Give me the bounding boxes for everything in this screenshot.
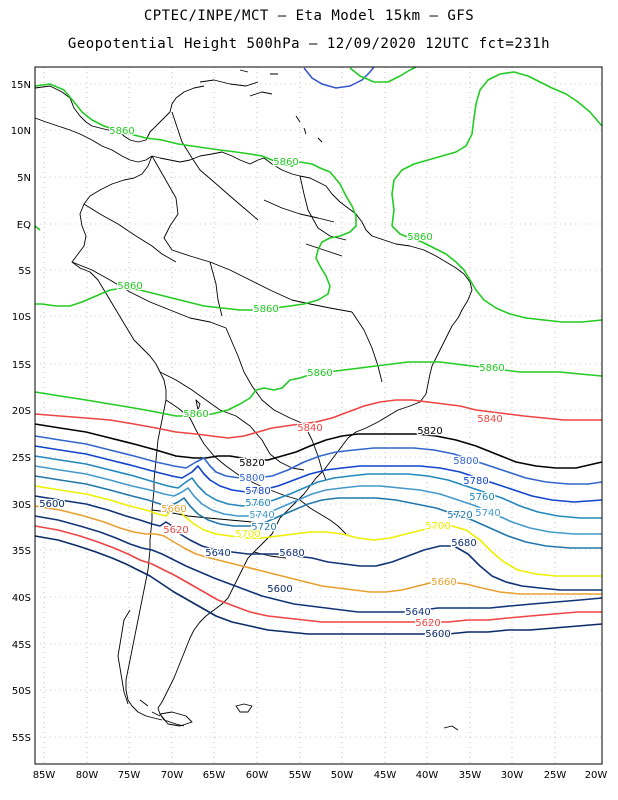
contour-5860-north-b xyxy=(34,225,41,231)
lat-label: 45S xyxy=(12,640,31,651)
contour-5600 xyxy=(34,535,603,635)
contour-label-5600: 5600 xyxy=(39,499,64,510)
contour-label-5700: 5700 xyxy=(235,529,260,540)
lon-label: 70W xyxy=(161,770,184,781)
contour-label-5800: 5800 xyxy=(239,473,264,484)
lat-label: 20S xyxy=(12,406,31,417)
contour-label-5640: 5640 xyxy=(205,548,230,559)
contour-labels: 5860 5860 5860 5860 5860 5860 5860 5860 5840 5840… xyxy=(38,125,506,642)
contour-label-5780: 5780 xyxy=(245,486,270,497)
contour-label-5840: 5840 xyxy=(477,414,502,425)
contour-5800 xyxy=(34,435,603,485)
contour-label-5860: 5860 xyxy=(479,363,504,374)
lon-label: 50W xyxy=(331,770,354,781)
lon-label: 85W xyxy=(33,770,56,781)
contour-label-5620: 5620 xyxy=(163,525,188,536)
contour-5860-north-a xyxy=(34,83,357,311)
contour-label-5620: 5620 xyxy=(415,618,440,629)
contour-label-5860: 5860 xyxy=(183,409,208,420)
contour-label-5860: 5860 xyxy=(273,157,298,168)
contour-5760 xyxy=(34,455,602,519)
contour-5840 xyxy=(34,399,602,439)
title-line-1: CPTEC/INPE/MCT – Eta Model 15km – GFS xyxy=(143,8,475,24)
contour-label-5640: 5640 xyxy=(405,607,430,618)
lon-label: 60W xyxy=(246,770,269,781)
contour-label-5860: 5860 xyxy=(109,126,134,137)
map-frame xyxy=(34,66,603,765)
contour-5660 xyxy=(34,505,602,595)
contour-label-5820: 5820 xyxy=(417,426,442,437)
contour-label-5700: 5700 xyxy=(425,521,450,532)
lon-label: 30W xyxy=(501,770,524,781)
contour-label-5740: 5740 xyxy=(249,510,274,521)
contour-label-5660: 5660 xyxy=(161,504,186,515)
contour-label-5780: 5780 xyxy=(463,476,488,487)
title-line-2: Geopotential Height 500hPa – 12/09/2020 … xyxy=(67,36,551,52)
lat-label: 55S xyxy=(12,733,31,744)
contour-label-5720: 5720 xyxy=(447,510,472,521)
contour-5780 xyxy=(34,445,603,503)
lat-label: 10N xyxy=(11,126,31,137)
lon-label: 80W xyxy=(76,770,99,781)
lon-label: 45W xyxy=(374,770,397,781)
lon-label: 35W xyxy=(459,770,482,781)
lat-label: 5N xyxy=(17,173,31,184)
contour-5680 xyxy=(34,495,602,591)
lon-label: 65W xyxy=(203,770,226,781)
contour-label-5860: 5860 xyxy=(117,281,142,292)
lon-label: 55W xyxy=(289,770,312,781)
contour-label-5600: 5600 xyxy=(425,629,450,640)
contour-5700 xyxy=(34,485,602,577)
lat-label: 25S xyxy=(12,453,31,464)
contour-label-5720: 5720 xyxy=(251,522,276,533)
contour-5620 xyxy=(34,525,602,623)
lat-label: 10S xyxy=(12,312,31,323)
contour-label-5660: 5660 xyxy=(431,577,456,588)
contours xyxy=(34,66,603,635)
contour-label-5860: 5860 xyxy=(407,232,432,243)
lat-label: 40S xyxy=(12,593,31,604)
contour-5860-south xyxy=(34,361,603,417)
lat-label: 50S xyxy=(12,686,31,697)
contour-label-5820: 5820 xyxy=(239,458,264,469)
contour-label-5740: 5740 xyxy=(475,508,500,519)
lat-label: EQ xyxy=(17,220,31,231)
contour-label-5680: 5680 xyxy=(279,548,304,559)
contour-label-5840: 5840 xyxy=(297,423,322,434)
lat-label: 5S xyxy=(18,266,31,277)
contour-label-5800: 5800 xyxy=(453,456,478,467)
lat-label: 15S xyxy=(12,360,31,371)
longitude-labels: 85W 80W 75W 70W 65W 60W 55W 50W 45W 40W 35W 30W 25W 2… xyxy=(33,770,608,781)
lon-label: 75W xyxy=(118,770,141,781)
contour-label-5600: 5600 xyxy=(267,584,292,595)
contour-5860-north-c xyxy=(391,71,603,227)
contour-label-5860: 5860 xyxy=(307,368,332,379)
lon-label: 20W xyxy=(585,770,608,781)
contour-label-5860: 5860 xyxy=(253,304,278,315)
lat-label: 35S xyxy=(12,546,31,557)
lat-label: 30S xyxy=(12,500,31,511)
lat-lon-grid xyxy=(35,67,602,764)
contour-5720 xyxy=(34,475,602,549)
contour-5860-north-e xyxy=(349,66,417,83)
lake-outline xyxy=(303,66,375,89)
lon-label: 25W xyxy=(544,770,567,781)
contour-5640 xyxy=(34,515,603,613)
latitude-labels: 15N 10N 5N EQ 5S 10S 15S 20S 25S 30S 35S 40S 45S 50S 5… xyxy=(11,80,31,744)
lon-label: 40W xyxy=(416,770,439,781)
contour-5740 xyxy=(34,465,602,535)
contour-label-5760: 5760 xyxy=(245,498,270,509)
contour-5860-north-d xyxy=(391,225,603,323)
contour-label-5680: 5680 xyxy=(451,538,476,549)
lat-label: 15N xyxy=(11,80,31,91)
contour-5820 xyxy=(34,423,603,469)
contour-label-5760: 5760 xyxy=(469,492,494,503)
